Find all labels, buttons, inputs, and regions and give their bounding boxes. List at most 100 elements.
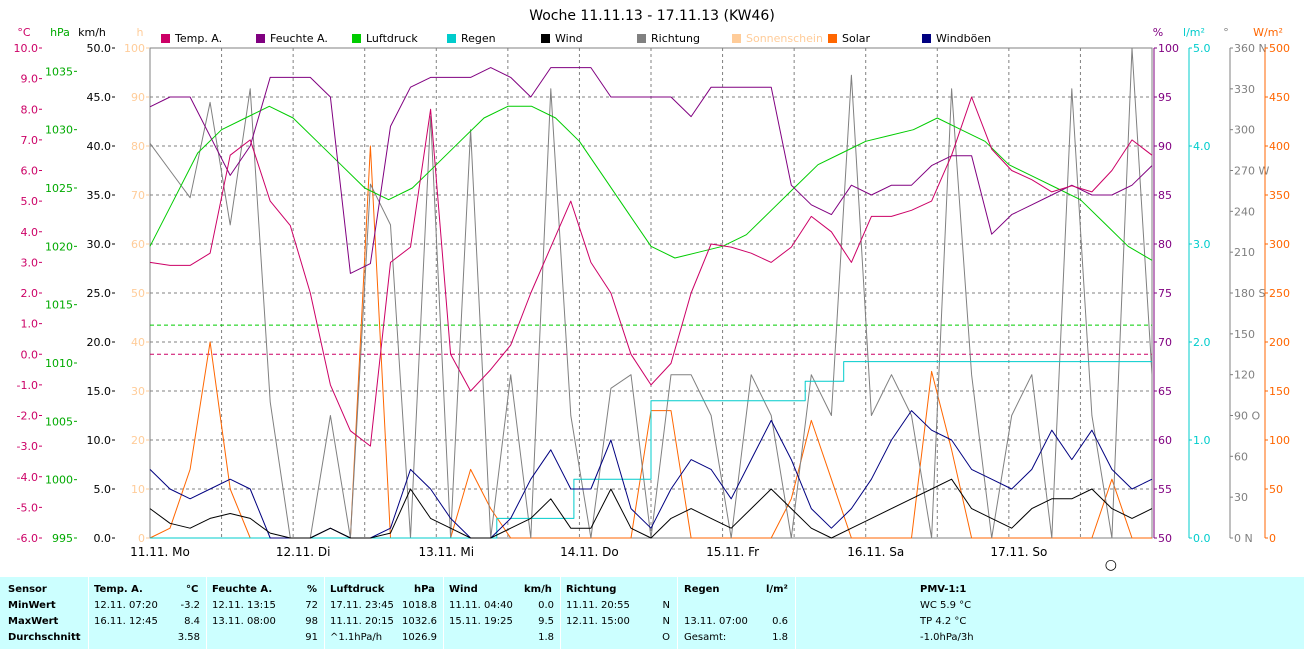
right-axis-tick-label: 55	[1158, 483, 1172, 496]
right-axis-tick-label: 100	[1269, 434, 1290, 447]
left-axis-tick-label: 5.0	[94, 483, 112, 496]
right-axis-tick-label: 350	[1269, 189, 1290, 202]
right-axis-tick-label: 120	[1234, 369, 1255, 382]
series-line-temp-a	[149, 96, 1153, 447]
right-axis-tick-label: 50	[1158, 532, 1172, 545]
direction-min-time: 11.11. 20:55	[566, 600, 630, 611]
x-axis-day-label: 12.11. Di	[276, 545, 331, 559]
left-axis-tick-label: 90	[131, 91, 145, 104]
left-axis-tick-label: 7.0	[21, 134, 39, 147]
axis-unit-label: km/h	[78, 26, 106, 39]
left-axis-tick-label: 60	[131, 238, 145, 251]
right-axis-tick-label: 360 N	[1234, 42, 1267, 55]
wind-min-time: 11.11. 04:40	[449, 600, 513, 611]
series-line-luftdruck	[149, 105, 1153, 261]
temp-max: 8.4	[184, 616, 200, 627]
left-axis-tick-label: 9.0	[21, 73, 39, 86]
axis-unit-label: W/m²	[1253, 26, 1283, 39]
legend-swatch	[256, 34, 265, 43]
pressure-unit: hPa	[414, 584, 435, 595]
temp-header: Temp. A.	[94, 584, 143, 595]
humidity-header: Feuchte A.	[212, 584, 273, 595]
left-axis-tick-label: 1010	[45, 357, 73, 370]
left-axis-tick-label: 4.0	[21, 226, 39, 239]
left-axis-tick-label: 20	[131, 434, 145, 447]
x-axis-day-label: 13.11. Mi	[418, 545, 474, 559]
left-axis-tick-label: 0.0	[94, 532, 112, 545]
legend-swatch	[828, 34, 837, 43]
right-axis-tick-label: 30	[1234, 491, 1248, 504]
direction-max-time: 12.11. 15:00	[566, 616, 630, 627]
humidity-min: 72	[305, 600, 318, 611]
right-axis-tick-label: 270 W	[1234, 165, 1269, 178]
left-axis-tick-label: -4.0	[17, 471, 38, 484]
right-axis-tick-label: 4.0	[1193, 140, 1211, 153]
rain-max-time: 13.11. 07:00	[684, 616, 748, 627]
chart-title: Woche 11.11.13 - 17.11.13 (KW46)	[529, 8, 775, 24]
right-axis-tick-label: 330	[1234, 83, 1255, 96]
pmv-pressure-trend: -1.0hPa/3h	[920, 632, 974, 643]
left-axis-tick-label: 1025	[45, 182, 73, 195]
x-axis-day-label: 15.11. Fr	[706, 545, 759, 559]
right-axis-tick-label: 85	[1158, 189, 1172, 202]
pressure-trend: ^1.1hPa/h	[330, 632, 383, 643]
left-axis-tick-label: -3.0	[17, 440, 38, 453]
left-axis-tick-label: 40	[131, 336, 145, 349]
direction-min: N	[662, 600, 670, 611]
right-axis-tick-label: 100	[1158, 42, 1179, 55]
left-axis-tick-label: 1035	[45, 65, 73, 78]
right-axis-tick-label: 3.0	[1193, 238, 1211, 251]
left-axis-tick-label: 50.0	[87, 42, 112, 55]
axis-unit-label: hPa	[50, 26, 70, 39]
left-axis-tick-label: 15.0	[87, 385, 112, 398]
left-axis-tick-label: 100	[124, 42, 145, 55]
right-axis-tick-label: 400	[1269, 140, 1290, 153]
left-axis-tick-label: 3.0	[21, 256, 39, 269]
left-axis-tick-label: 30	[131, 385, 145, 398]
legend-swatch	[732, 34, 741, 43]
right-axis-tick-label: 90 O	[1234, 410, 1260, 423]
left-axis-tick-label: -2.0	[17, 410, 38, 423]
right-axis-tick-label: 200	[1269, 336, 1290, 349]
pmv-header: PMV-1:1	[920, 584, 967, 595]
legend-swatch	[637, 34, 646, 43]
right-axis-tick-label: 180 S	[1234, 287, 1265, 300]
pressure-min: 1018.8	[402, 600, 437, 611]
left-axis-tick-label: 0	[138, 532, 145, 545]
right-axis-tick-label: 300	[1234, 124, 1255, 137]
wind-min: 0.0	[538, 600, 554, 611]
right-axis-tick-label: 2.0	[1193, 336, 1211, 349]
humidity-unit: %	[307, 584, 318, 595]
left-axis-tick-label: 1020	[45, 240, 73, 253]
right-axis-tick-label: 450	[1269, 91, 1290, 104]
left-axis-tick-label: -6.0	[17, 532, 38, 545]
temp-unit: °C	[186, 584, 199, 595]
wind-max: 9.5	[538, 616, 554, 627]
left-axis-tick-label: 1.0	[21, 318, 39, 331]
right-axis-tick-label: 5.0	[1193, 42, 1211, 55]
humidity-max: 98	[305, 616, 318, 627]
sensor-header: Sensor	[8, 584, 47, 595]
right-axis-tick-label: 300	[1269, 238, 1290, 251]
pressure-min-time: 17.11. 23:45	[330, 600, 394, 611]
pressure-max: 1032.6	[402, 616, 437, 627]
right-axis-tick-label: 500	[1269, 42, 1290, 55]
weather-chart: Woche 11.11.13 - 17.11.13 (KW46) Temp. A…	[14, 8, 1291, 573]
marker-symbol: ○	[1105, 557, 1117, 573]
legend-label: Sonnenschein	[746, 32, 823, 45]
left-axis-tick-label: 20.0	[87, 336, 112, 349]
statistics-table: Sensor MinWert MaxWert Durchschnitt Temp…	[0, 577, 1304, 649]
wind-max-time: 15.11. 19:25	[449, 616, 513, 627]
right-axis-tick-label: 60	[1158, 434, 1172, 447]
right-axis-tick-label: 60	[1234, 450, 1248, 463]
left-axis-tick-label: -1.0	[17, 379, 38, 392]
right-axis-tick-label: 95	[1158, 91, 1172, 104]
x-axis-day-label: 14.11. Do	[560, 545, 619, 559]
axis-unit-label: °	[1223, 26, 1229, 39]
wind-avg: 1.8	[538, 632, 554, 643]
left-axis-tick-label: 10	[131, 483, 145, 496]
left-axis-tick-label: 10.0	[87, 434, 112, 447]
humidity-min-time: 12.11. 13:15	[212, 600, 276, 611]
left-axis-tick-label: 6.0	[21, 165, 39, 178]
humidity-max-time: 13.11. 08:00	[212, 616, 276, 627]
